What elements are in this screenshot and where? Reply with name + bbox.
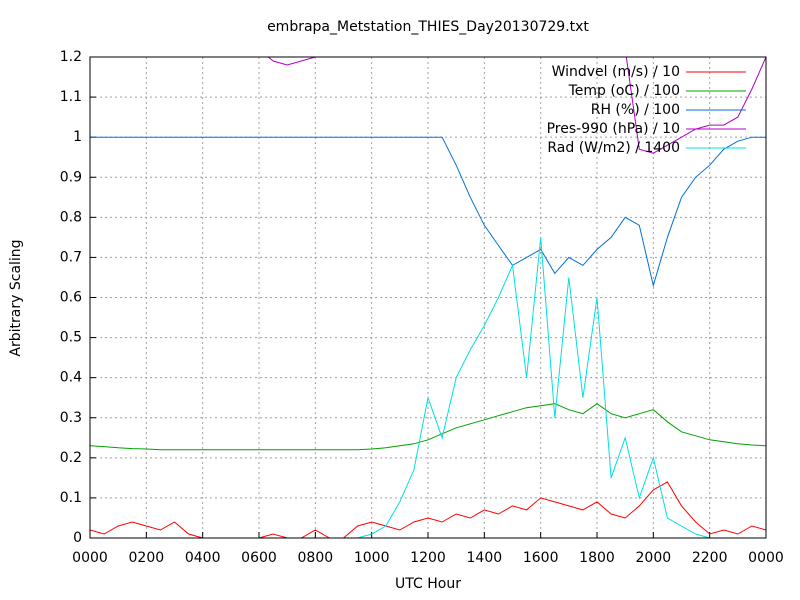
y-tick-label: 1.2 xyxy=(60,49,82,65)
x-tick-label: 0000 xyxy=(748,550,784,566)
x-tick-label: 1400 xyxy=(467,550,503,566)
y-tick-label: 0.6 xyxy=(60,290,82,306)
x-tick-label: 0000 xyxy=(72,550,108,566)
x-tick-label: 1800 xyxy=(579,550,615,566)
x-tick-label: 1200 xyxy=(410,550,446,566)
y-axis-label: Arbitrary Scaling xyxy=(8,239,24,356)
x-tick-label: 1000 xyxy=(354,550,390,566)
x-tick-label: 2000 xyxy=(636,550,672,566)
y-tick-label: 0.4 xyxy=(60,370,82,386)
legend-label: RH (%) / 100 xyxy=(591,102,680,118)
y-tick-label: 0.3 xyxy=(60,410,82,426)
x-tick-label: 0600 xyxy=(241,550,277,566)
x-tick-label: 0200 xyxy=(129,550,165,566)
legend-label: Windvel (m/s) / 10 xyxy=(552,64,680,80)
y-tick-label: 0.5 xyxy=(60,330,82,346)
plot-area xyxy=(90,57,766,538)
y-tick-label: 1.1 xyxy=(60,89,82,105)
y-tick-label: 0 xyxy=(73,530,82,546)
x-tick-label: 2200 xyxy=(692,550,728,566)
x-tick-label: 0800 xyxy=(298,550,334,566)
y-tick-label: 0.7 xyxy=(60,249,82,265)
y-tick-label: 0.1 xyxy=(60,490,82,506)
x-tick-label: 1600 xyxy=(523,550,559,566)
x-axis-label: UTC Hour xyxy=(395,576,461,592)
y-tick-label: 0.9 xyxy=(60,169,82,185)
series-line xyxy=(90,237,766,538)
y-tick-label: 1 xyxy=(73,129,82,145)
chart-title: embrapa_Metstation_THIES_Day20130729.txt xyxy=(267,19,589,35)
legend-label: Rad (W/m2) / 1400 xyxy=(547,140,680,156)
y-tick-label: 0.8 xyxy=(60,209,82,225)
legend-label: Temp (oC) / 100 xyxy=(568,83,680,99)
series-line xyxy=(267,57,766,154)
plot-border xyxy=(89,56,767,539)
legend-label: Pres-990 (hPa) / 10 xyxy=(547,121,680,137)
y-tick-label: 0.2 xyxy=(60,450,82,466)
series-line xyxy=(90,481,766,538)
x-tick-label: 0400 xyxy=(185,550,221,566)
series-line xyxy=(90,403,766,451)
series-line xyxy=(90,136,766,288)
